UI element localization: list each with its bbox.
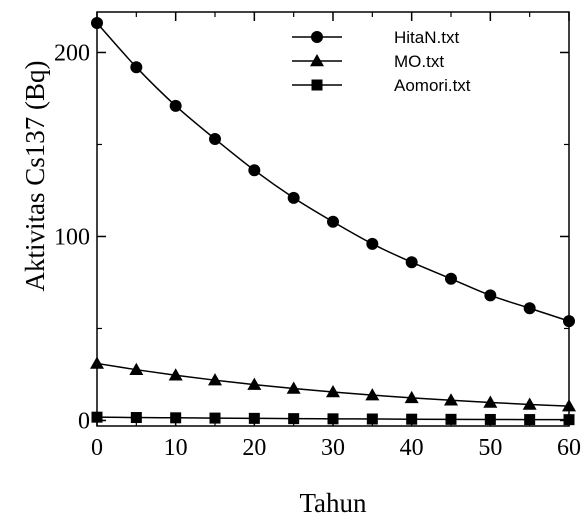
data-point-hitan bbox=[327, 215, 339, 228]
legend-marker-aomori bbox=[311, 79, 323, 91]
legend-marker-hitan bbox=[311, 31, 323, 43]
x-tick-label: 30 bbox=[321, 435, 345, 461]
data-point-mo bbox=[404, 390, 419, 404]
data-point-hitan bbox=[366, 237, 379, 250]
data-point-mo bbox=[326, 384, 340, 398]
data-point-hitan bbox=[209, 132, 221, 145]
data-point-mo bbox=[365, 388, 380, 401]
data-point-aomori bbox=[170, 412, 182, 424]
data-point-mo bbox=[286, 381, 301, 394]
data-point-aomori bbox=[91, 411, 103, 423]
legend-label: MO.txt bbox=[394, 52, 444, 71]
data-point-hitan bbox=[523, 302, 536, 315]
series-line-mo bbox=[96, 362, 570, 407]
data-point-hitan bbox=[248, 164, 261, 177]
legend-marker-mo bbox=[310, 54, 324, 67]
data-point-hitan bbox=[91, 17, 103, 30]
series-hitan bbox=[91, 17, 575, 328]
data-point-hitan bbox=[130, 61, 143, 74]
x-tick-label: 40 bbox=[400, 435, 424, 461]
data-point-aomori bbox=[209, 412, 221, 424]
data-point-mo bbox=[483, 395, 498, 408]
y-axis-ticks: 0 100 200 bbox=[54, 40, 569, 434]
x-tick-label: 50 bbox=[478, 435, 502, 461]
series-mo bbox=[90, 356, 576, 412]
data-point-aomori bbox=[484, 413, 496, 425]
data-point-hitan bbox=[484, 289, 497, 302]
legend-item-aomori: Aomori.txt bbox=[292, 76, 471, 95]
data-point-mo bbox=[522, 397, 537, 410]
y-tick-label: 0 bbox=[78, 408, 90, 434]
data-point-aomori bbox=[288, 413, 300, 425]
data-point-mo bbox=[90, 356, 104, 369]
data-point-mo bbox=[444, 393, 458, 406]
x-axis-title: Tahun bbox=[299, 488, 367, 518]
data-point-hitan bbox=[169, 99, 182, 112]
data-point-hitan bbox=[563, 315, 575, 328]
data-point-aomori bbox=[445, 413, 457, 425]
data-point-aomori bbox=[327, 413, 339, 425]
legend-item-hitan: HitaN.txt bbox=[292, 28, 459, 47]
legend: HitaN.txt MO.txt Aomori.txt bbox=[292, 28, 471, 95]
data-point-aomori bbox=[406, 413, 418, 425]
x-tick-label: 10 bbox=[164, 435, 188, 461]
data-point-mo bbox=[247, 377, 262, 390]
y-tick-label: 200 bbox=[54, 40, 90, 66]
legend-label: Aomori.txt bbox=[394, 76, 471, 95]
y-axis-title: Aktivitas Cs137 (Bq) bbox=[20, 60, 50, 291]
data-point-aomori bbox=[248, 412, 260, 424]
legend-item-mo: MO.txt bbox=[292, 52, 444, 71]
data-point-aomori bbox=[524, 414, 536, 426]
x-tick-label: 20 bbox=[242, 435, 266, 461]
series-aomori bbox=[91, 411, 575, 426]
data-point-mo bbox=[562, 399, 576, 412]
y-tick-label: 100 bbox=[54, 224, 90, 250]
data-point-hitan bbox=[405, 256, 418, 269]
x-tick-label: 60 bbox=[557, 435, 581, 461]
data-point-mo bbox=[129, 362, 144, 375]
x-tick-label: 0 bbox=[91, 435, 103, 461]
data-point-hitan bbox=[287, 191, 300, 204]
legend-label: HitaN.txt bbox=[394, 28, 459, 47]
x-axis-ticks: 0 10 20 30 40 50 60 bbox=[91, 12, 581, 461]
data-point-mo bbox=[208, 373, 222, 386]
data-point-hitan bbox=[445, 272, 457, 285]
data-point-aomori bbox=[130, 412, 142, 424]
data-point-aomori bbox=[366, 413, 378, 425]
series-layer bbox=[90, 17, 576, 426]
data-point-aomori bbox=[563, 414, 575, 426]
series-line-hitan bbox=[96, 22, 570, 322]
data-point-mo bbox=[168, 368, 183, 381]
